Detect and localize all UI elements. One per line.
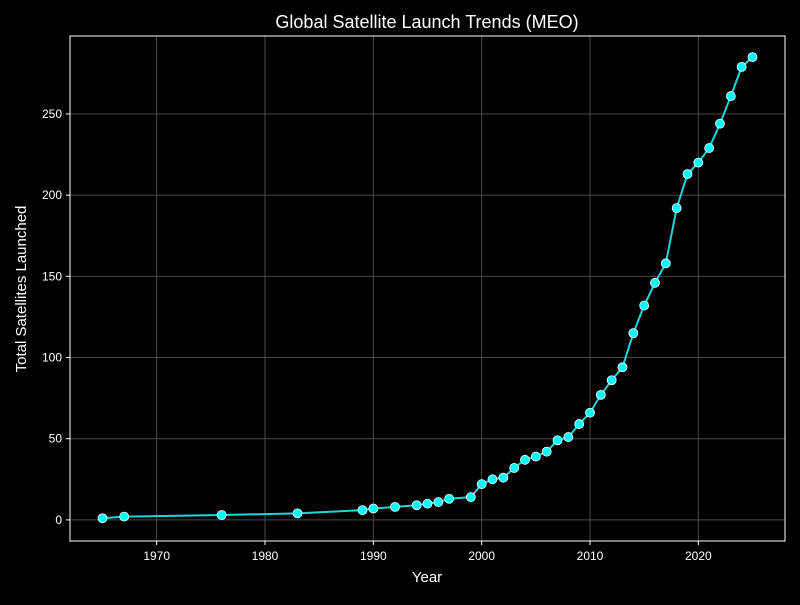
data-point	[476, 479, 487, 490]
data-point	[509, 463, 520, 473]
data-point	[639, 300, 650, 311]
data-point	[541, 446, 552, 457]
series-layer	[97, 52, 758, 524]
grid-lines	[70, 36, 785, 541]
data-point	[552, 435, 563, 446]
data-point	[715, 118, 725, 129]
y-tick-label: 150	[42, 269, 62, 283]
y-tick-label: 50	[49, 432, 63, 446]
data-point	[433, 497, 444, 507]
data-point	[747, 52, 758, 63]
data-point	[704, 143, 715, 153]
x-tick-label: 1970	[143, 549, 170, 563]
y-tick-label: 0	[55, 513, 62, 527]
y-tick-label: 200	[42, 188, 62, 202]
data-point	[498, 472, 509, 483]
data-point	[671, 203, 682, 214]
x-tick-label: 2000	[468, 549, 495, 563]
x-tick-label: 1990	[360, 549, 387, 563]
data-point	[292, 508, 303, 519]
data-point	[465, 492, 476, 503]
data-point	[736, 61, 747, 72]
data-point	[682, 169, 693, 179]
data-point	[411, 500, 422, 511]
y-axis-label: Total Satellites Launched	[13, 206, 30, 373]
data-point	[216, 510, 227, 520]
data-point	[368, 503, 379, 514]
data-point	[574, 419, 585, 429]
x-tick-label: 1980	[252, 549, 279, 563]
data-point	[660, 258, 671, 269]
plot-area-frame	[69, 35, 786, 542]
axis-ticks: 1970 1980 1990 2000 2010 2020 0 50 100 150 200 250	[42, 107, 712, 563]
data-point	[617, 362, 628, 373]
data-point	[487, 474, 498, 485]
y-tick-label: 250	[42, 107, 62, 121]
data-point	[606, 375, 617, 386]
data-point	[97, 513, 108, 524]
data-point	[390, 502, 400, 512]
x-axis-label: Year	[412, 569, 442, 586]
data-point	[725, 91, 736, 101]
data-point	[595, 389, 606, 400]
data-point	[650, 277, 660, 288]
data-point	[520, 454, 530, 465]
data-point	[357, 505, 368, 516]
data-point	[119, 511, 130, 522]
data-point	[422, 498, 433, 509]
x-tick-label: 2020	[685, 549, 712, 563]
data-point	[444, 493, 455, 504]
chart-title: Global Satellite Launch Trends (MEO)	[275, 12, 578, 32]
data-point	[563, 432, 574, 442]
data-point	[628, 328, 639, 339]
data-point	[693, 157, 704, 168]
x-tick-label: 2010	[577, 549, 604, 563]
y-tick-label: 100	[42, 351, 62, 365]
data-point	[585, 407, 595, 418]
data-point	[530, 451, 541, 462]
